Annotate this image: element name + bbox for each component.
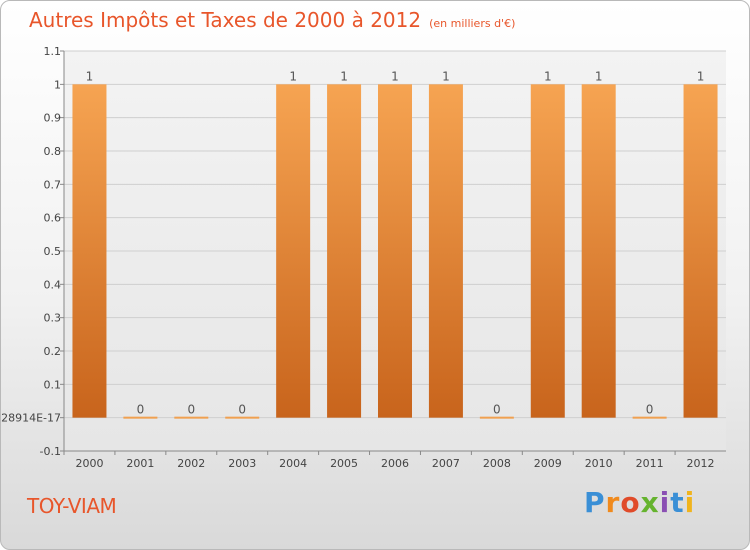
brand-letter: t (670, 486, 685, 519)
x-tick-label-2001: 2001 (126, 457, 154, 470)
bar-2006 (378, 84, 412, 418)
bar-2011 (632, 416, 667, 419)
brand-letter: P (584, 486, 606, 519)
bar-2005 (327, 84, 362, 418)
x-tick-label-2008: 2008 (483, 457, 511, 470)
bar-2000 (72, 84, 107, 418)
brand-letter: o (620, 486, 641, 519)
bar-2004 (276, 84, 311, 418)
x-tick-label-2007: 2007 (432, 457, 460, 470)
bar-2009 (530, 84, 565, 418)
brand-letter: r (605, 486, 621, 519)
brand-logo[interactable]: Proxiti (584, 486, 695, 519)
data-label-2009: 1 (544, 69, 552, 83)
data-label-2007: 1 (442, 69, 450, 83)
brand-letter: x (640, 486, 660, 519)
bar-2002 (174, 416, 209, 419)
data-label-2003: 0 (238, 403, 246, 417)
y-tick-label: 0.1 (44, 378, 62, 391)
x-tick-label-2009: 2009 (534, 457, 562, 470)
data-label-2012: 1 (697, 69, 705, 83)
bar-2012 (683, 84, 718, 418)
bar-2001 (123, 416, 158, 419)
data-label-2006: 1 (391, 69, 399, 83)
bar-2008 (479, 416, 514, 419)
brand-letter: i (684, 486, 696, 519)
x-tick-label-2000: 2000 (75, 457, 103, 470)
brand-letter: i (659, 486, 671, 519)
data-label-2004: 1 (289, 69, 297, 83)
x-tick-label-2005: 2005 (330, 457, 358, 470)
bar-2007 (428, 84, 463, 418)
y-tick-label: 0.5 (44, 245, 62, 258)
chart-title: Autres Impôts et Taxes de 2000 à 2012 (en… (29, 8, 515, 32)
bar-2003 (225, 416, 260, 419)
x-tick-label-2006: 2006 (381, 457, 409, 470)
data-label-2010: 1 (595, 69, 603, 83)
data-label-2002: 0 (187, 403, 195, 417)
y-tick-label: 0.4 (44, 278, 62, 291)
chart-title-unit: (en milliers d'€) (429, 17, 516, 30)
y-tick-label: 0.3 (44, 312, 62, 325)
location-name: TOY-VIAM (27, 494, 117, 518)
y-tick-label: 1 (54, 78, 61, 91)
x-tick-label-2010: 2010 (585, 457, 613, 470)
y-tick-label: 1.1 (44, 45, 62, 58)
chart-title-main: Autres Impôts et Taxes de 2000 à 2012 (29, 8, 422, 32)
data-label-2001: 0 (137, 403, 145, 417)
x-tick-label-2011: 2011 (636, 457, 664, 470)
y-tick-label: -2.7755575615628914E-17 (1, 412, 61, 425)
x-tick-label-2002: 2002 (177, 457, 205, 470)
y-tick-label: 0.2 (44, 345, 62, 358)
bar-2010 (581, 84, 616, 418)
data-label-2008: 0 (493, 403, 501, 417)
data-label-2011: 0 (646, 403, 654, 417)
x-tick-label-2003: 2003 (228, 457, 256, 470)
y-tick-label: 0.8 (44, 145, 62, 158)
x-tick-label-2004: 2004 (279, 457, 307, 470)
y-tick-label: 0.9 (44, 112, 62, 125)
y-tick-label: -0.1 (40, 445, 61, 458)
y-tick-label: 0.7 (44, 178, 62, 191)
data-label-2005: 1 (340, 69, 348, 83)
y-tick-label: 0.6 (44, 212, 62, 225)
data-label-2000: 1 (86, 69, 94, 83)
x-tick-label-2012: 2012 (687, 457, 715, 470)
